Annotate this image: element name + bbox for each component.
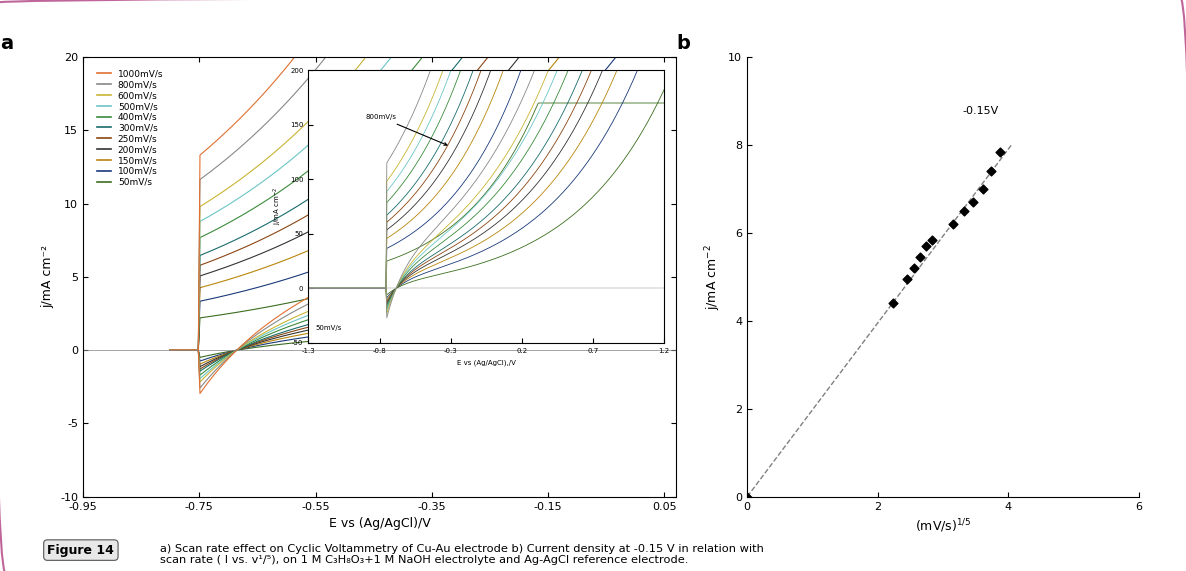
Point: [990, 147, 1009, 156]
Text: Figure 14: Figure 14: [47, 544, 114, 557]
Point: [955, 206, 974, 215]
Legend: 1000mV/s, 800mV/s, 600mV/s, 500mV/s, 400mV/s, 300mV/s, 250mV/s, 200mV/s, 150mV/s: 1000mV/s, 800mV/s, 600mV/s, 500mV/s, 400…: [94, 66, 167, 190]
Point: [982, 167, 1001, 176]
Point: [884, 299, 903, 308]
Point: [923, 235, 942, 244]
Point: [944, 220, 963, 229]
Y-axis label: j/mA cm⁻²: j/mA cm⁻²: [42, 246, 55, 308]
Y-axis label: j/mA cm$^{-2}$: j/mA cm$^{-2}$: [703, 244, 722, 310]
Text: a) Scan rate effect on Cyclic Voltammetry of Cu-Au electrode b) Current density : a) Scan rate effect on Cyclic Voltammetr…: [160, 544, 764, 565]
X-axis label: (mV/s)$^{1/5}$: (mV/s)$^{1/5}$: [914, 517, 971, 535]
Point: [898, 275, 917, 284]
Point: [974, 184, 993, 194]
Text: b: b: [677, 34, 690, 53]
Point: [911, 252, 930, 262]
Text: a: a: [0, 34, 13, 53]
Point: [904, 264, 923, 273]
Point: [917, 242, 936, 251]
X-axis label: E vs (Ag/AgCl)/V: E vs (Ag/AgCl)/V: [329, 517, 431, 530]
Text: -0.15V: -0.15V: [962, 106, 999, 116]
Point: [963, 198, 982, 207]
Point: [738, 492, 757, 501]
